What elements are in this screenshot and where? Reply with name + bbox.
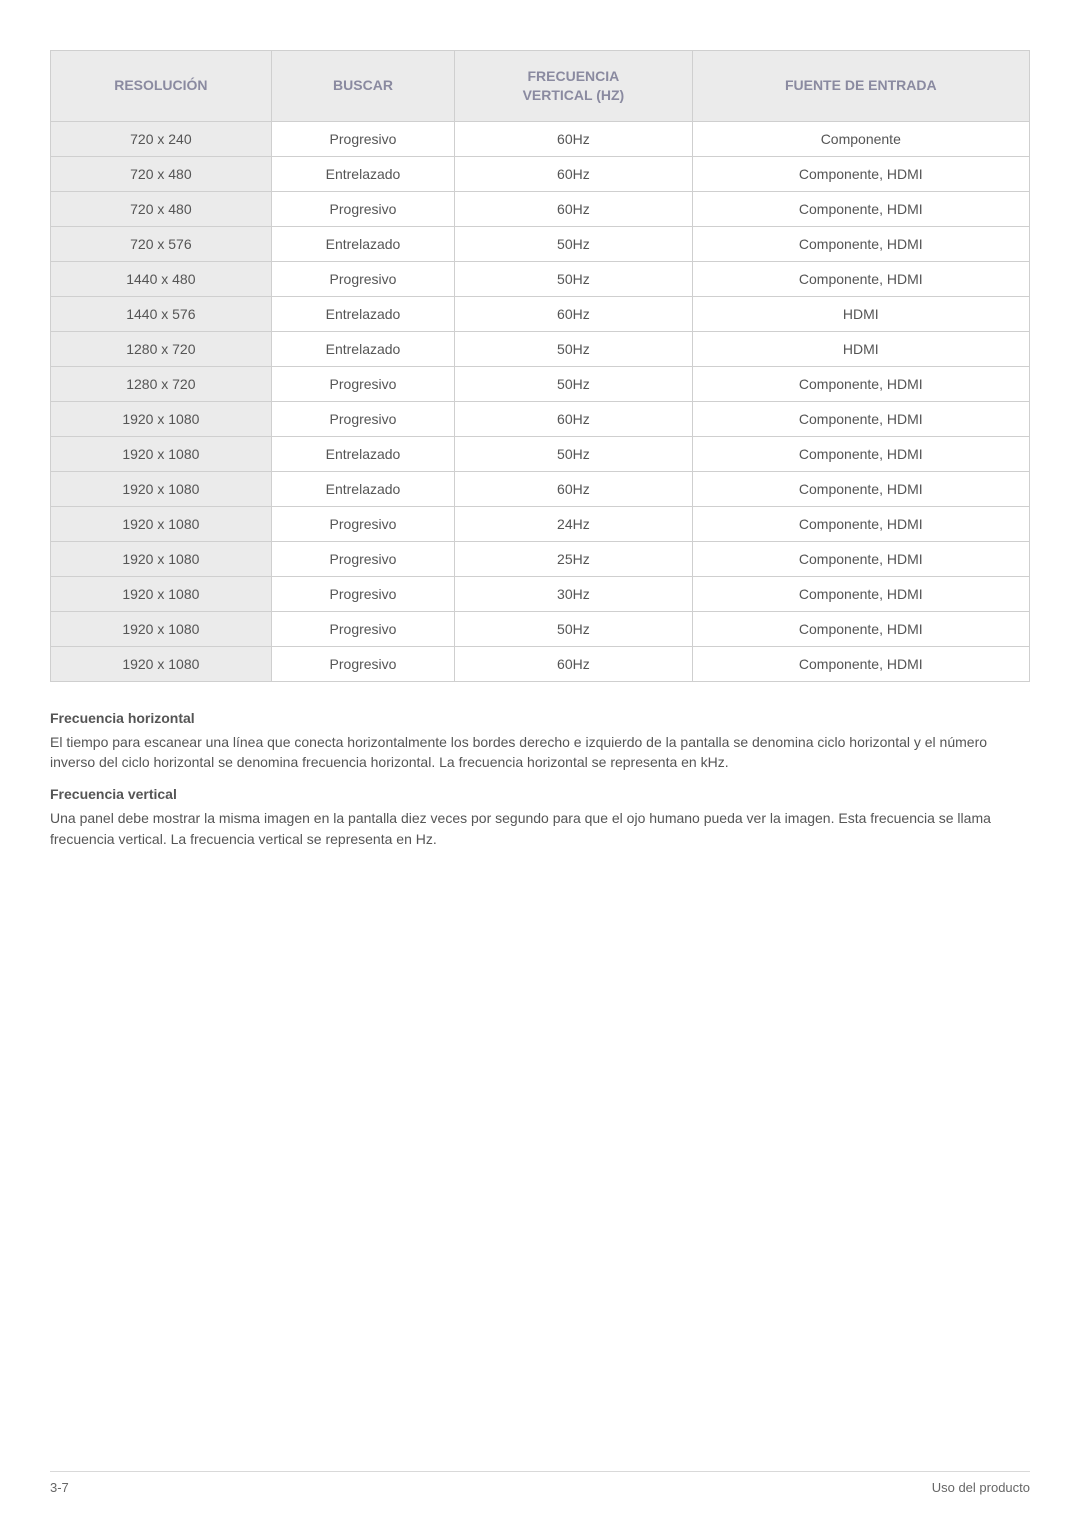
- paragraph-frecuencia-vertical: Una panel debe mostrar la misma imagen e…: [50, 808, 1030, 849]
- cell-resolucion: 720 x 576: [51, 226, 272, 261]
- cell-fuente: Componente, HDMI: [692, 261, 1029, 296]
- table-row: 1920 x 1080Progresivo24HzComponente, HDM…: [51, 506, 1030, 541]
- cell-fuente: Componente, HDMI: [692, 226, 1029, 261]
- cell-resolucion: 1920 x 1080: [51, 611, 272, 646]
- col-frecuencia-line1: FRECUENCIAVERTICAL (HZ): [523, 68, 625, 103]
- cell-buscar: Entrelazado: [271, 471, 454, 506]
- cell-buscar: Progresivo: [271, 576, 454, 611]
- cell-resolucion: 1920 x 1080: [51, 401, 272, 436]
- col-fuente: FUENTE DE ENTRADA: [692, 51, 1029, 122]
- cell-resolucion: 1440 x 480: [51, 261, 272, 296]
- cell-fuente: Componente, HDMI: [692, 366, 1029, 401]
- cell-buscar: Entrelazado: [271, 436, 454, 471]
- table-row: 1440 x 576Entrelazado60HzHDMI: [51, 296, 1030, 331]
- cell-frecuencia: 60Hz: [455, 471, 692, 506]
- cell-buscar: Progresivo: [271, 646, 454, 681]
- cell-frecuencia: 60Hz: [455, 156, 692, 191]
- cell-buscar: Progresivo: [271, 541, 454, 576]
- table-row: 720 x 240Progresivo60HzComponente: [51, 121, 1030, 156]
- cell-buscar: Progresivo: [271, 191, 454, 226]
- cell-frecuencia: 50Hz: [455, 261, 692, 296]
- cell-frecuencia: 24Hz: [455, 506, 692, 541]
- cell-buscar: Progresivo: [271, 121, 454, 156]
- heading-frecuencia-vertical: Frecuencia vertical: [50, 786, 1030, 802]
- cell-frecuencia: 50Hz: [455, 611, 692, 646]
- table-row: 720 x 480Entrelazado60HzComponente, HDMI: [51, 156, 1030, 191]
- cell-resolucion: 720 x 240: [51, 121, 272, 156]
- table-row: 1440 x 480Progresivo50HzComponente, HDMI: [51, 261, 1030, 296]
- cell-buscar: Progresivo: [271, 366, 454, 401]
- cell-frecuencia: 25Hz: [455, 541, 692, 576]
- cell-resolucion: 1920 x 1080: [51, 436, 272, 471]
- cell-resolucion: 1920 x 1080: [51, 471, 272, 506]
- cell-frecuencia: 30Hz: [455, 576, 692, 611]
- table-row: 1280 x 720Progresivo50HzComponente, HDMI: [51, 366, 1030, 401]
- cell-frecuencia: 60Hz: [455, 191, 692, 226]
- cell-frecuencia: 60Hz: [455, 401, 692, 436]
- col-resolucion: RESOLUCIÓN: [51, 51, 272, 122]
- table-row: 1920 x 1080Progresivo60HzComponente, HDM…: [51, 646, 1030, 681]
- cell-resolucion: 1920 x 1080: [51, 576, 272, 611]
- table-row: 1920 x 1080Progresivo60HzComponente, HDM…: [51, 401, 1030, 436]
- cell-resolucion: 1920 x 1080: [51, 646, 272, 681]
- cell-resolucion: 1280 x 720: [51, 331, 272, 366]
- col-buscar: BUSCAR: [271, 51, 454, 122]
- cell-fuente: Componente, HDMI: [692, 191, 1029, 226]
- cell-buscar: Entrelazado: [271, 296, 454, 331]
- table-row: 720 x 576Entrelazado50HzComponente, HDMI: [51, 226, 1030, 261]
- cell-frecuencia: 60Hz: [455, 121, 692, 156]
- cell-fuente: Componente, HDMI: [692, 156, 1029, 191]
- cell-fuente: Componente, HDMI: [692, 646, 1029, 681]
- table-header-row: RESOLUCIÓN BUSCAR FRECUENCIAVERTICAL (HZ…: [51, 51, 1030, 122]
- table-row: 1280 x 720Entrelazado50HzHDMI: [51, 331, 1030, 366]
- cell-frecuencia: 60Hz: [455, 296, 692, 331]
- heading-frecuencia-horizontal: Frecuencia horizontal: [50, 710, 1030, 726]
- cell-frecuencia: 50Hz: [455, 226, 692, 261]
- cell-resolucion: 1920 x 1080: [51, 541, 272, 576]
- paragraph-frecuencia-horizontal: El tiempo para escanear una línea que co…: [50, 732, 1030, 773]
- cell-fuente: Componente: [692, 121, 1029, 156]
- cell-frecuencia: 50Hz: [455, 366, 692, 401]
- table-row: 720 x 480Progresivo60HzComponente, HDMI: [51, 191, 1030, 226]
- cell-buscar: Progresivo: [271, 506, 454, 541]
- cell-resolucion: 720 x 480: [51, 156, 272, 191]
- table-row: 1920 x 1080Progresivo50HzComponente, HDM…: [51, 611, 1030, 646]
- cell-fuente: HDMI: [692, 331, 1029, 366]
- footer-section-title: Uso del producto: [932, 1480, 1030, 1495]
- cell-buscar: Progresivo: [271, 261, 454, 296]
- table-row: 1920 x 1080Entrelazado50HzComponente, HD…: [51, 436, 1030, 471]
- col-frecuencia: FRECUENCIAVERTICAL (HZ): [455, 51, 692, 122]
- cell-fuente: Componente, HDMI: [692, 401, 1029, 436]
- cell-resolucion: 720 x 480: [51, 191, 272, 226]
- cell-frecuencia: 60Hz: [455, 646, 692, 681]
- cell-buscar: Entrelazado: [271, 226, 454, 261]
- cell-frecuencia: 50Hz: [455, 436, 692, 471]
- cell-resolucion: 1920 x 1080: [51, 506, 272, 541]
- cell-fuente: Componente, HDMI: [692, 611, 1029, 646]
- page-footer: 3-7 Uso del producto: [50, 1471, 1030, 1495]
- footer-page-number: 3-7: [50, 1480, 69, 1495]
- cell-fuente: Componente, HDMI: [692, 576, 1029, 611]
- table-row: 1920 x 1080Entrelazado60HzComponente, HD…: [51, 471, 1030, 506]
- spec-table: RESOLUCIÓN BUSCAR FRECUENCIAVERTICAL (HZ…: [50, 50, 1030, 682]
- table-row: 1920 x 1080Progresivo25HzComponente, HDM…: [51, 541, 1030, 576]
- cell-fuente: Componente, HDMI: [692, 541, 1029, 576]
- cell-buscar: Entrelazado: [271, 156, 454, 191]
- cell-fuente: Componente, HDMI: [692, 436, 1029, 471]
- cell-buscar: Progresivo: [271, 611, 454, 646]
- cell-resolucion: 1440 x 576: [51, 296, 272, 331]
- cell-fuente: Componente, HDMI: [692, 506, 1029, 541]
- cell-buscar: Progresivo: [271, 401, 454, 436]
- cell-frecuencia: 50Hz: [455, 331, 692, 366]
- cell-resolucion: 1280 x 720: [51, 366, 272, 401]
- table-row: 1920 x 1080Progresivo30HzComponente, HDM…: [51, 576, 1030, 611]
- cell-buscar: Entrelazado: [271, 331, 454, 366]
- cell-fuente: HDMI: [692, 296, 1029, 331]
- cell-fuente: Componente, HDMI: [692, 471, 1029, 506]
